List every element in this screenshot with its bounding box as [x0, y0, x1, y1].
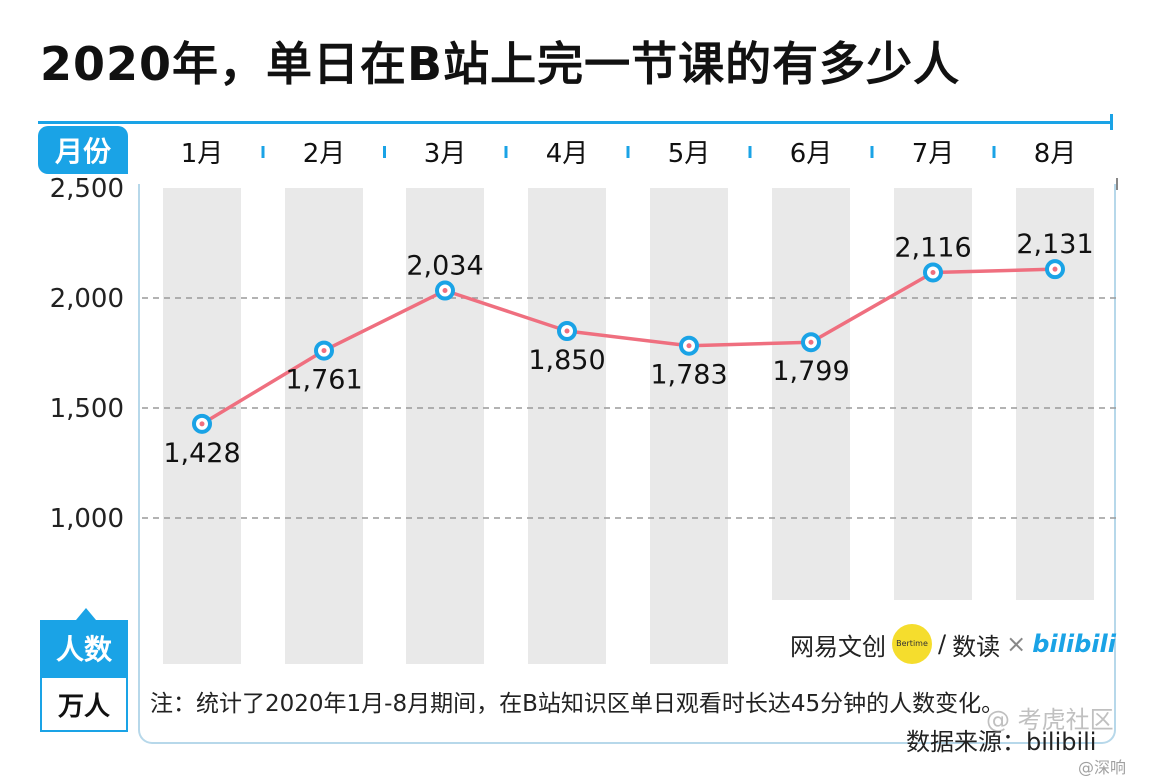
brand-credits: 网易文创 Bertime / 数读 × bilibili — [790, 624, 1116, 664]
data-label: 1,799 — [772, 356, 849, 387]
data-label: 2,034 — [406, 251, 483, 282]
chart-title: 2020年，单日在B站上完一节课的有多少人 — [40, 37, 961, 91]
x-tick-label: 4月 — [546, 139, 589, 169]
month-separator — [626, 146, 630, 158]
brand-netease: 网易文创 — [790, 632, 886, 661]
unit-label-ten-thousand: 万人 — [40, 676, 128, 732]
month-axis-label: 月份 — [38, 126, 128, 174]
data-point-center — [564, 328, 570, 334]
brand-logo: Bertime — [892, 624, 932, 664]
x-tick-label: 2月 — [303, 139, 346, 169]
unit-label-people: 人数 — [40, 620, 128, 676]
chart-frame — [138, 184, 1116, 744]
data-point-center — [199, 421, 205, 427]
month-column-band — [650, 188, 728, 664]
month-separator — [748, 146, 752, 158]
data-label: 2,131 — [1016, 229, 1093, 260]
watermark-community: @ 考虎社区 — [986, 706, 1114, 734]
month-column-band — [772, 188, 850, 600]
data-point-center — [930, 269, 936, 275]
month-separator — [992, 146, 996, 158]
data-label: 1,428 — [163, 438, 240, 469]
data-point-center — [442, 288, 448, 294]
y-tick-label: 2,500 — [50, 174, 124, 204]
brand-slash: / — [938, 630, 947, 658]
data-label: 1,783 — [650, 360, 727, 391]
watermark-author: @深响 — [1078, 758, 1127, 777]
footnote: 注：统计了2020年1月-8月期间，在B站知识区单日观看时长达45分钟的人数变化… — [150, 691, 1005, 717]
brand-shudu: 数读 — [952, 632, 1001, 661]
x-tick-label: 1月 — [181, 139, 224, 169]
month-separator — [383, 146, 386, 158]
top-rule-end-tick — [1110, 114, 1113, 130]
brand-times: × — [1006, 630, 1027, 658]
unit-label-pointer — [76, 608, 96, 620]
month-separator — [504, 146, 508, 158]
data-point-center — [321, 348, 327, 354]
month-column-band — [894, 188, 972, 600]
y-tick-label: 1,500 — [50, 394, 124, 424]
chart-frame-tick — [1116, 178, 1118, 190]
y-tick-label: 1,000 — [50, 504, 124, 534]
top-rule — [38, 121, 1112, 124]
data-label: 1,761 — [285, 365, 362, 396]
x-tick-label: 8月 — [1034, 139, 1077, 169]
data-point-center — [686, 343, 692, 349]
month-separator — [870, 146, 874, 158]
data-source: 数据来源：bilibili — [906, 728, 1097, 756]
data-label: 2,116 — [894, 232, 971, 263]
month-column-band — [285, 188, 363, 664]
data-label: 1,850 — [528, 345, 605, 376]
month-separator — [261, 146, 265, 158]
month-column-band — [528, 188, 606, 664]
series-line — [201, 267, 1056, 426]
data-point-center — [1052, 266, 1058, 272]
x-tick-label: 3月 — [424, 139, 467, 169]
x-tick-label: 5月 — [668, 139, 711, 169]
data-point-center — [808, 339, 814, 345]
month-column-band — [406, 188, 484, 664]
x-tick-label: 7月 — [912, 139, 955, 169]
y-tick-label: 2,000 — [50, 284, 124, 314]
month-column-band — [1016, 188, 1094, 600]
brand-bilibili: bilibili — [1032, 630, 1116, 658]
x-tick-label: 6月 — [790, 139, 833, 169]
